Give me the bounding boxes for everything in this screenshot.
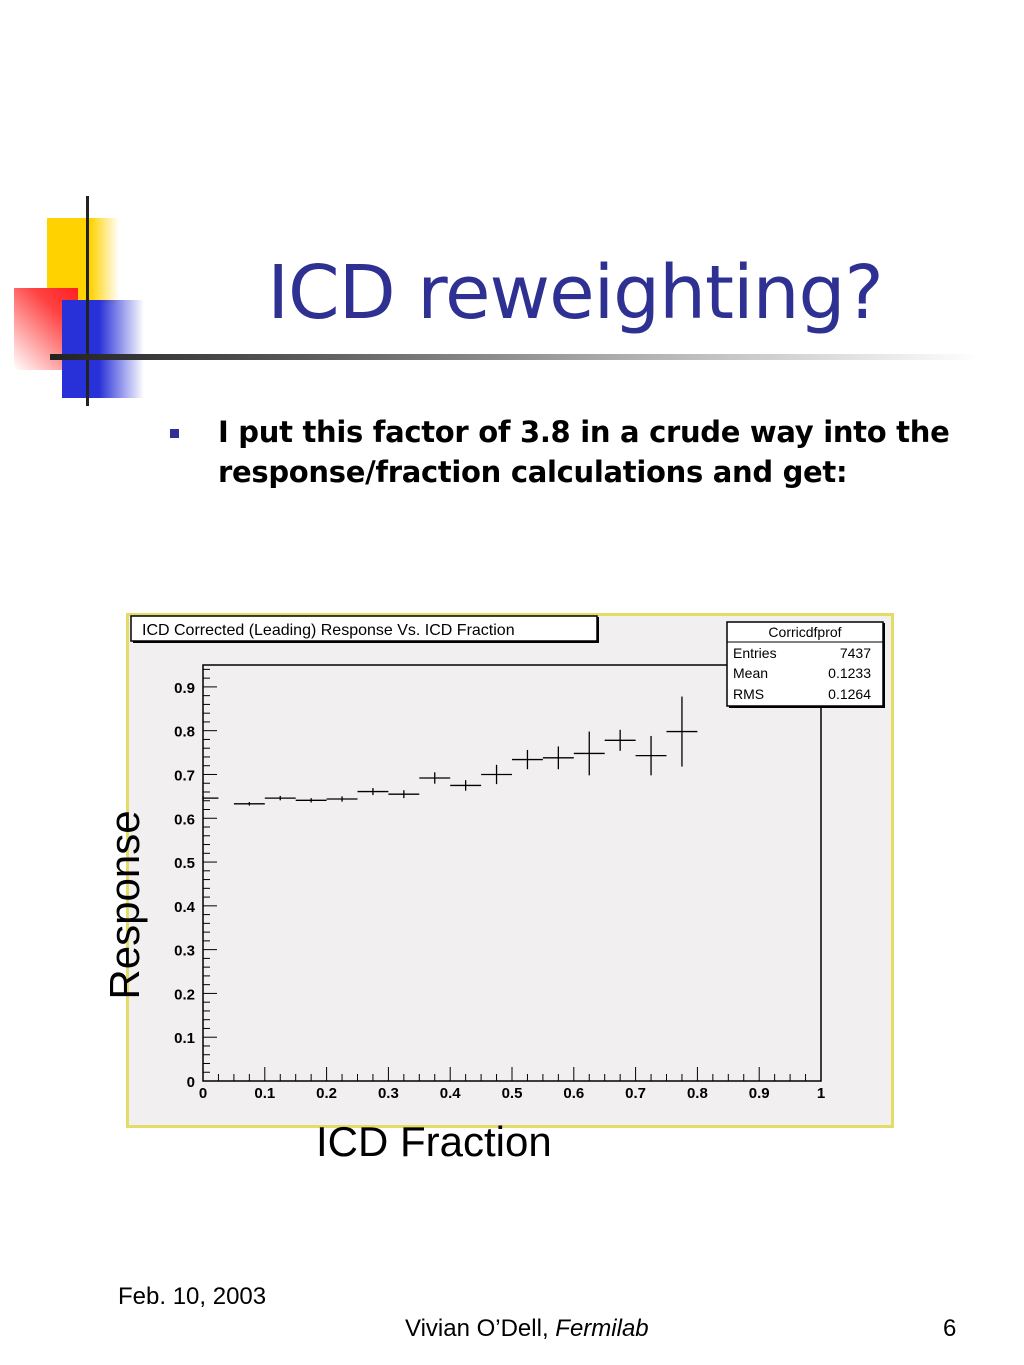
y-tick-label: 0.4	[174, 899, 196, 916]
x-tick-label: 1	[817, 1085, 825, 1102]
data-point	[419, 772, 451, 784]
data-point	[573, 731, 605, 776]
logo-vertical-line	[86, 196, 89, 406]
chart-title: ICD Corrected (Leading) Response Vs. ICD…	[142, 622, 515, 639]
footer-institution: Fermilab	[555, 1315, 649, 1342]
stats-label-mean: Mean	[733, 665, 768, 681]
y-tick-label: 0.1	[174, 1030, 195, 1047]
data-point	[264, 795, 296, 801]
data-point	[666, 696, 698, 767]
footer-date: Feb. 10, 2003	[118, 1283, 267, 1310]
stats-box: Corr​icdfprof Entries 7437 Mean 0.1233 R…	[726, 621, 885, 708]
x-tick-label: 0.6	[563, 1085, 584, 1102]
bullet-text: I put this factor of 3.8 in a crude way …	[218, 415, 950, 489]
x-tick-label: 0	[199, 1085, 207, 1102]
data-point	[542, 746, 574, 770]
x-axis-label: ICD Fraction	[316, 1118, 552, 1165]
x-tick-label: 0.1	[254, 1085, 275, 1102]
x-tick-label: 0.3	[378, 1085, 399, 1102]
y-tick-label: 0.8	[174, 724, 195, 741]
footer-author: Vivian O’Dell, Fermilab	[405, 1315, 649, 1343]
data-point	[388, 790, 420, 799]
logo-blue-square	[62, 300, 144, 398]
x-tick-label: 0.5	[502, 1085, 523, 1102]
x-tick-label: 0.4	[440, 1085, 462, 1102]
data-point	[604, 729, 636, 751]
bullet-square-icon	[170, 429, 179, 438]
x-tick-label: 0.8	[687, 1085, 708, 1102]
y-axis-label: Response	[101, 810, 148, 1000]
stats-label-rms: RMS	[733, 686, 764, 702]
data-point	[357, 788, 389, 796]
y-tick-label: 0.3	[174, 943, 195, 960]
plot-area	[202, 664, 822, 1082]
footer-page-number: 6	[943, 1315, 957, 1342]
y-tick-label: 0.9	[174, 680, 195, 697]
axis-ticks: 0 0.1 0.2 0.3 0.4 0.5 0.6 0.7 0.8 0.9 1 0 0.1 0.2 0.3 0…	[174, 668, 825, 1102]
stats-value-rms: 0.1264	[828, 686, 871, 702]
data-point	[326, 796, 358, 802]
data-points	[202, 696, 698, 806]
x-tick-label: 0.2	[316, 1085, 337, 1102]
data-point	[481, 764, 512, 785]
y-tick-label: 0.6	[174, 811, 195, 828]
y-tick-label: 0.2	[174, 986, 195, 1003]
y-tick-label: 0.7	[174, 767, 195, 784]
data-point	[512, 749, 543, 770]
data-point	[202, 795, 219, 801]
stats-value-entries: 7437	[840, 645, 871, 661]
slide-title: ICD reweighting?	[267, 250, 884, 336]
y-tick-label: 0	[187, 1074, 195, 1091]
title-underline	[50, 354, 980, 360]
x-tick-label: 0.9	[749, 1085, 770, 1102]
data-point	[295, 798, 327, 803]
data-point	[450, 780, 482, 791]
chart-title-box: ICD Corrected (Leading) Response Vs. ICD…	[130, 615, 599, 643]
footer-author-name: Vivian O’Dell,	[405, 1315, 556, 1342]
data-point	[233, 802, 265, 806]
stats-value-mean: 0.1233	[828, 665, 871, 681]
stats-name: Corr​icdfprof	[768, 624, 841, 640]
stats-label-entries: Entries	[733, 645, 777, 661]
x-tick-label: 0.7	[625, 1085, 646, 1102]
data-point	[635, 735, 667, 776]
y-tick-label: 0.5	[174, 855, 195, 872]
